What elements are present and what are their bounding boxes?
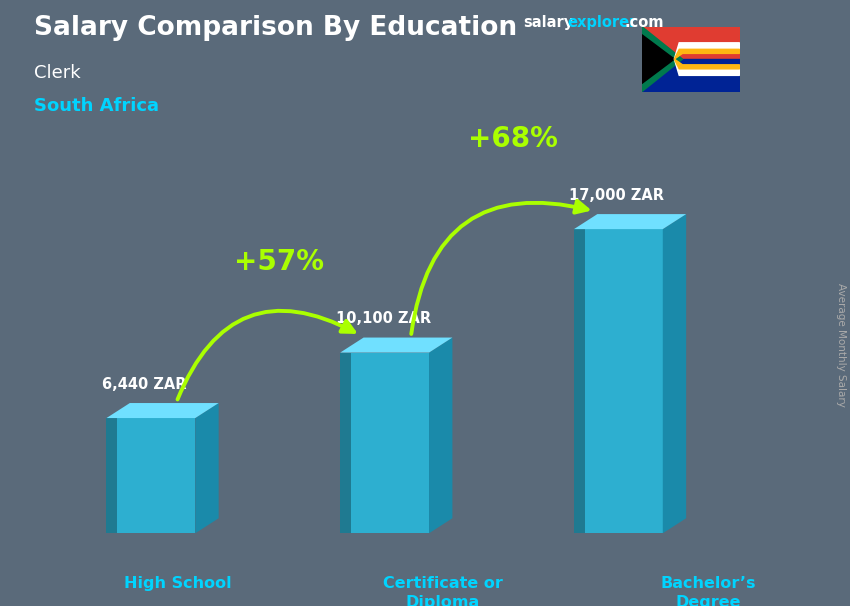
Bar (642, 27, 740, 59)
Polygon shape (663, 214, 686, 533)
Polygon shape (674, 59, 740, 75)
Polygon shape (674, 49, 740, 59)
Text: explorer: explorer (568, 15, 638, 30)
Text: Bachelor’s
Degree: Bachelor’s Degree (661, 576, 756, 606)
Text: Clerk: Clerk (34, 64, 81, 82)
Polygon shape (574, 229, 585, 533)
Text: salary: salary (523, 15, 573, 30)
Text: High School: High School (123, 576, 231, 591)
Polygon shape (574, 214, 686, 229)
Polygon shape (574, 229, 663, 533)
Polygon shape (196, 403, 218, 533)
Text: 6,440 ZAR: 6,440 ZAR (102, 377, 186, 391)
Polygon shape (340, 338, 452, 353)
Text: .com: .com (625, 15, 664, 30)
Polygon shape (674, 43, 740, 59)
Polygon shape (429, 338, 452, 533)
Text: Average Monthly Salary: Average Monthly Salary (836, 284, 846, 407)
Bar (642, 59, 740, 92)
Text: 17,000 ZAR: 17,000 ZAR (570, 188, 665, 203)
Polygon shape (642, 35, 674, 84)
Polygon shape (674, 59, 740, 69)
Polygon shape (642, 27, 683, 92)
Polygon shape (106, 403, 218, 418)
Text: South Africa: South Africa (34, 97, 159, 115)
Polygon shape (340, 353, 429, 533)
Text: +57%: +57% (235, 248, 325, 276)
Polygon shape (106, 418, 196, 533)
Text: +68%: +68% (468, 125, 558, 153)
Text: Certificate or
Diploma: Certificate or Diploma (383, 576, 503, 606)
Text: 10,100 ZAR: 10,100 ZAR (336, 311, 431, 326)
Polygon shape (340, 353, 351, 533)
Text: Salary Comparison By Education: Salary Comparison By Education (34, 15, 517, 41)
Polygon shape (106, 418, 117, 533)
